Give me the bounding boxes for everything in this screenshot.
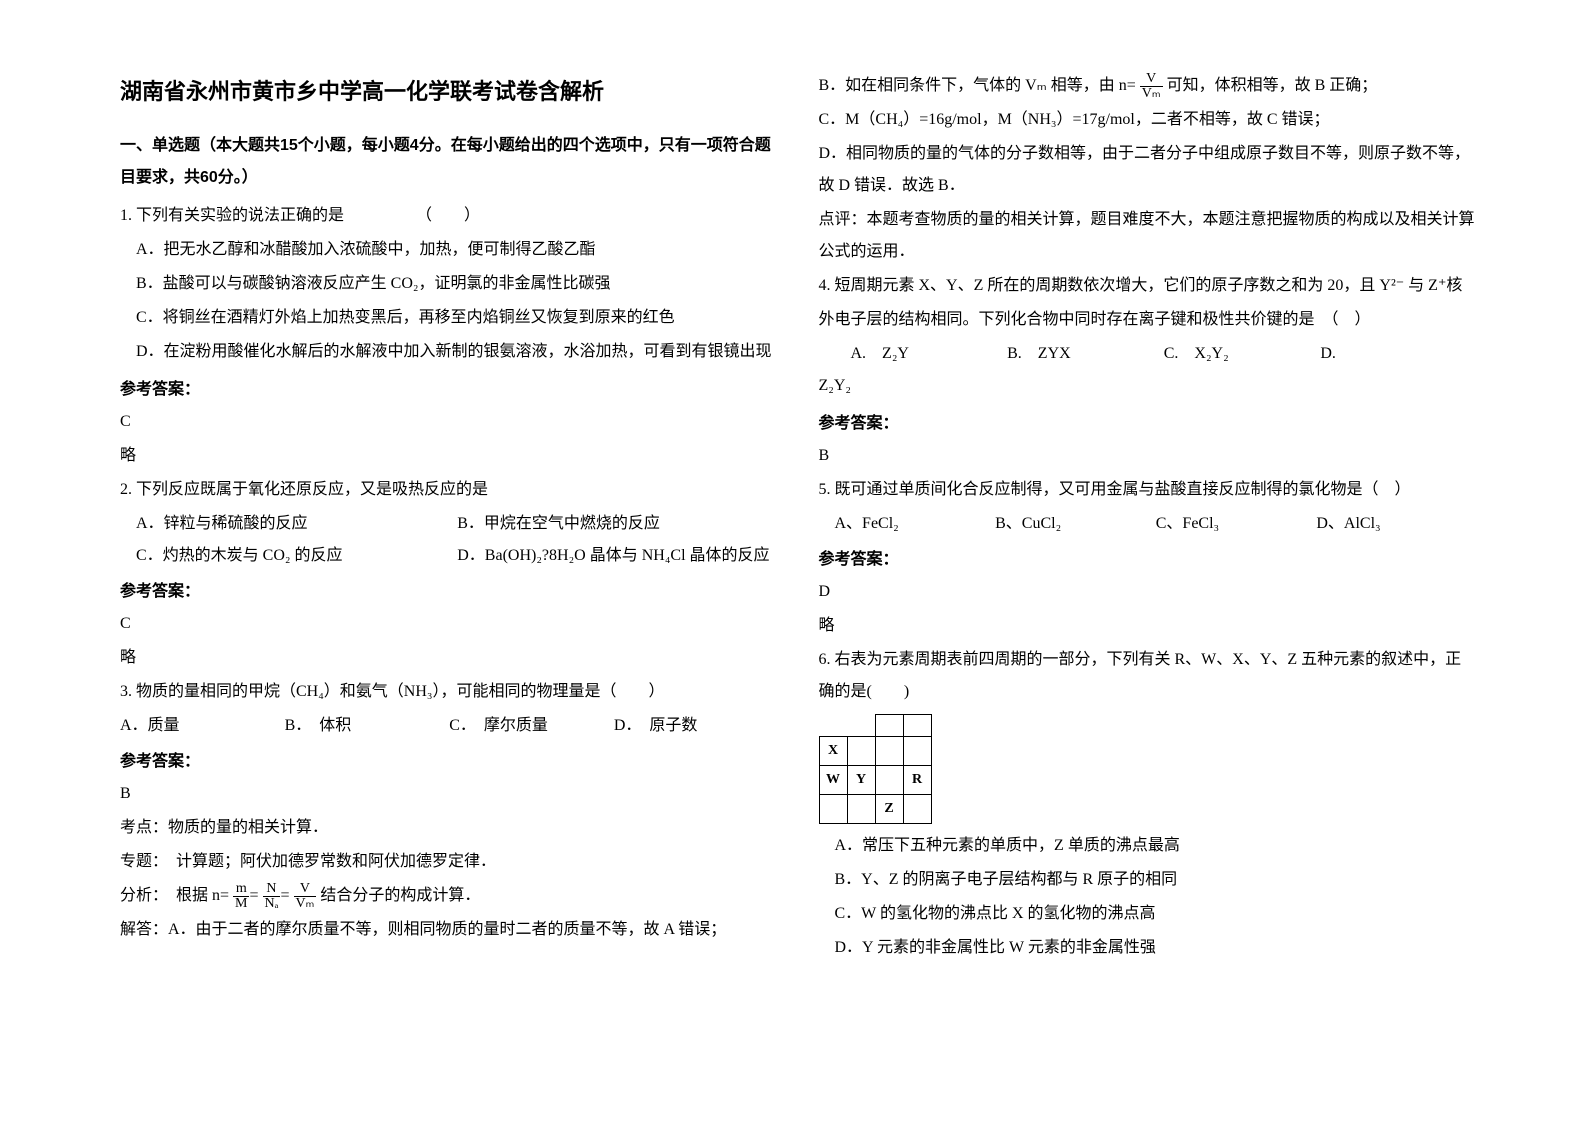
frac-N-over-NA: NNₐ bbox=[263, 882, 281, 911]
pt-r4c1 bbox=[819, 795, 847, 824]
q3-opt-c: C． 摩尔质量 bbox=[449, 710, 614, 742]
q4-opts: A. Z₂Y B. ZYX C. X₂Y₂ D. bbox=[819, 338, 1478, 370]
q5-answer-label: 参考答案： bbox=[819, 540, 1478, 576]
q3-jieda-b-pre: B．如在相同条件下，气体的 Vₘ 相等，由 n= bbox=[819, 77, 1136, 94]
q3-jieda-b: B．如在相同条件下，气体的 Vₘ 相等，由 n= VVₘ 可知，体积相等，故 B… bbox=[819, 70, 1478, 102]
q4-stem-a: 4. 短周期元素 X、Y、Z 所在的周期数依次增大，它们的原子序数之和为 20，… bbox=[819, 270, 1478, 302]
q5-opt-a: A、FeCl₂ bbox=[835, 508, 996, 540]
q5-opts: A、FeCl₂ B、CuCl₂ C、FeCl₃ D、AlCl₃ bbox=[819, 508, 1478, 540]
q1-answer: C bbox=[120, 406, 779, 438]
q4-opt-c: C. X₂Y₂ bbox=[1164, 338, 1321, 370]
pt-r3c1: W bbox=[819, 766, 847, 795]
pt-r2c3 bbox=[875, 737, 903, 766]
exam-title: 湖南省永州市黄市乡中学高一化学联考试卷含解析 bbox=[120, 70, 779, 114]
q4-stem-b: 外电子层的结构相同。下列化合物中同时存在离子键和极性共价键的是 （ ） bbox=[819, 304, 1478, 336]
q3-opt-d: D． 原子数 bbox=[614, 710, 779, 742]
pt-r3c3 bbox=[875, 766, 903, 795]
q3-kaodian: 考点：物质的量的相关计算． bbox=[120, 812, 779, 844]
pt-r4c3: Z bbox=[875, 795, 903, 824]
q5-note: 略 bbox=[819, 610, 1478, 642]
q2-answer-label: 参考答案： bbox=[120, 572, 779, 608]
q3-answer: B bbox=[120, 778, 779, 810]
pt-r1c4 bbox=[903, 715, 931, 737]
q3-answer-label: 参考答案： bbox=[120, 742, 779, 778]
q3-stem: 3. 物质的量相同的甲烷（CH₄）和氨气（NH₃），可能相同的物理量是（ ） bbox=[120, 676, 779, 708]
right-column: B．如在相同条件下，气体的 Vₘ 相等，由 n= VVₘ 可知，体积相等，故 B… bbox=[799, 70, 1498, 1082]
q3-jieda-d: D．相同物质的量的气体的分子数相等，由于二者分子中组成原子数目不等，则原子数不等… bbox=[819, 138, 1478, 202]
q5-opt-d: D、AlCl₃ bbox=[1316, 508, 1477, 540]
q3-zhuanti: 专题： 计算题；阿伏加德罗常数和阿伏加德罗定律． bbox=[120, 846, 779, 878]
q5-stem: 5. 既可通过单质间化合反应制得，又可用金属与盐酸直接反应制得的氯化物是（ ） bbox=[819, 474, 1478, 506]
pt-r4c2 bbox=[847, 795, 875, 824]
q2-opts-row2: C．灼热的木炭与 CO₂ 的反应 D．Ba(OH)₂?8H₂O 晶体与 NH₄C… bbox=[120, 540, 779, 572]
q1-stem: 1. 下列有关实验的说法正确的是 （ ） bbox=[120, 200, 779, 232]
q6-stem: 6. 右表为元素周期表前四周期的一部分，下列有关 R、W、X、Y、Z 五种元素的… bbox=[819, 644, 1478, 708]
q2-opt-c: C．灼热的木炭与 CO₂ 的反应 bbox=[136, 540, 457, 572]
q1-answer-label: 参考答案： bbox=[120, 370, 779, 406]
q1-note: 略 bbox=[120, 440, 779, 472]
q2-opt-a: A．锌粒与稀硫酸的反应 bbox=[136, 508, 457, 540]
page: 湖南省永州市黄市乡中学高一化学联考试卷含解析 一、单选题（本大题共15个小题，每… bbox=[0, 0, 1587, 1122]
q3-fenxi: 分析： 根据 n= mM= NNₐ= VVₘ 结合分子的构成计算． bbox=[120, 880, 779, 912]
q2-stem: 2. 下列反应既属于氧化还原反应，又是吸热反应的是 bbox=[120, 474, 779, 506]
q1-opt-d: D．在淀粉用酸催化水解后的水解液中加入新制的银氨溶液，水浴加热，可看到有银镜出现 bbox=[120, 336, 779, 368]
pt-r1c3 bbox=[875, 715, 903, 737]
q6-opt-c: C．W 的氢化物的沸点比 X 的氢化物的沸点高 bbox=[819, 898, 1478, 930]
q2-opt-b: B．甲烷在空气中燃烧的反应 bbox=[457, 508, 778, 540]
q3-fenxi-post: 结合分子的构成计算． bbox=[320, 887, 480, 904]
q4-answer: B bbox=[819, 440, 1478, 472]
left-column: 湖南省永州市黄市乡中学高一化学联考试卷含解析 一、单选题（本大题共15个小题，每… bbox=[100, 70, 799, 1082]
pt-r4c4 bbox=[903, 795, 931, 824]
q4-opt-b: B. ZYX bbox=[1007, 338, 1164, 370]
section-1-header: 一、单选题（本大题共15个小题，每小题4分。在每小题给出的四个选项中，只有一项符… bbox=[120, 130, 779, 194]
q4-opt-d2: Z₂Y₂ bbox=[819, 370, 1478, 402]
q3-jieda-a: 解答：A．由于二者的摩尔质量不等，则相同物质的量时二者的质量不等，故 A 错误； bbox=[120, 914, 779, 946]
q5-opt-b: B、CuCl₂ bbox=[995, 508, 1156, 540]
q4-opt-d: D. bbox=[1320, 338, 1477, 370]
frac-V-over-Vm-2: VVₘ bbox=[1140, 72, 1163, 101]
q1-opt-c: C．将铜丝在酒精灯外焰上加热变黑后，再移至内焰铜丝又恢复到原来的红色 bbox=[120, 302, 779, 334]
q4-answer-label: 参考答案： bbox=[819, 404, 1478, 440]
q2-opts-row1: A．锌粒与稀硫酸的反应 B．甲烷在空气中燃烧的反应 bbox=[120, 508, 779, 540]
q5-opt-c: C、FeCl₃ bbox=[1156, 508, 1317, 540]
pt-r2c2 bbox=[847, 737, 875, 766]
q4-opt-a: A. Z₂Y bbox=[851, 338, 1008, 370]
frac-m-over-M: mM bbox=[233, 882, 249, 911]
q2-answer: C bbox=[120, 608, 779, 640]
q3-opt-b: B． 体积 bbox=[285, 710, 450, 742]
q6-opt-a: A．常压下五种元素的单质中，Z 单质的沸点最高 bbox=[819, 830, 1478, 862]
q3-jieda-b-post: 可知，体积相等，故 B 正确； bbox=[1167, 77, 1378, 94]
q1-opt-a: A．把无水乙醇和冰醋酸加入浓硫酸中，加热，便可制得乙酸乙酯 bbox=[120, 234, 779, 266]
pt-r3c4: R bbox=[903, 766, 931, 795]
q3-dianping: 点评：本题考查物质的量的相关计算，题目难度不大，本题注意把握物质的构成以及相关计… bbox=[819, 204, 1478, 268]
q6-opt-b: B．Y、Z 的阴离子电子层结构都与 R 原子的相同 bbox=[819, 864, 1478, 896]
pt-r2c1: X bbox=[819, 737, 847, 766]
q5-answer: D bbox=[819, 576, 1478, 608]
q6-opt-d: D．Y 元素的非金属性比 W 元素的非金属性强 bbox=[819, 932, 1478, 964]
q3-opt-a: A．质量 bbox=[120, 710, 285, 742]
frac-V-over-Vm: VVₘ bbox=[294, 882, 317, 911]
q2-opt-d: D．Ba(OH)₂?8H₂O 晶体与 NH₄Cl 晶体的反应 bbox=[457, 540, 778, 572]
periodic-table-fragment: X W Y R Z bbox=[819, 714, 932, 824]
q1-opt-b: B．盐酸可以与碳酸钠溶液反应产生 CO₂，证明氯的非金属性比碳强 bbox=[120, 268, 779, 300]
q3-fenxi-pre: 分析： 根据 n= bbox=[120, 887, 229, 904]
pt-r3c2: Y bbox=[847, 766, 875, 795]
pt-r2c4 bbox=[903, 737, 931, 766]
q3-opts: A．质量 B． 体积 C． 摩尔质量 D． 原子数 bbox=[120, 710, 779, 742]
q2-note: 略 bbox=[120, 642, 779, 674]
q3-jieda-c: C．M（CH₄）=16g/mol，M（NH₃）=17g/mol，二者不相等，故 … bbox=[819, 104, 1478, 136]
